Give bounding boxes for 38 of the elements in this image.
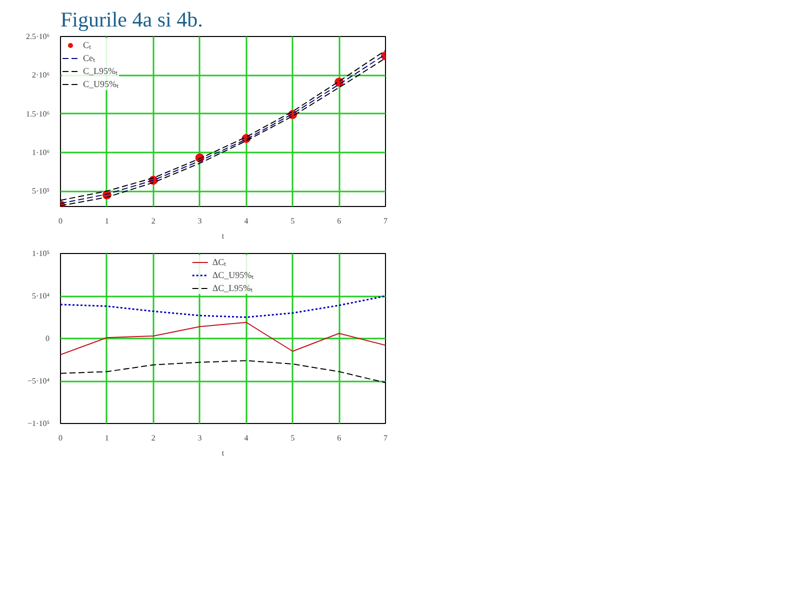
- line-series: [60, 322, 386, 356]
- legend-label: ΔC_U95%ₜ: [212, 269, 254, 281]
- x-axis-title: t: [222, 232, 225, 240]
- legend-label: C_L95%ₜ: [83, 65, 118, 77]
- y-tick-label: 0: [46, 334, 50, 343]
- x-tick-label: 5: [290, 434, 295, 442]
- line-series: [60, 295, 386, 318]
- y-tick-label: 2·10⁶: [32, 70, 50, 80]
- chart-title: Figurile 4a si 4b.: [60, 8, 203, 32]
- x-tick-label: 2: [151, 216, 156, 226]
- legend-label: Ceₜ: [83, 52, 96, 64]
- x-tick-label: 1: [104, 434, 109, 442]
- x-tick-label: 5: [290, 216, 295, 226]
- x-tick-label: 4: [244, 434, 248, 442]
- y-tick-label: 1·10⁶: [32, 148, 50, 157]
- x-tick-label: 6: [337, 434, 342, 442]
- x-tick-label: 4: [244, 216, 248, 226]
- legend-label: ΔCₜ: [212, 256, 228, 268]
- x-tick-label: 1: [104, 216, 109, 226]
- y-tick-label: 5·10⁵: [32, 186, 50, 196]
- y-tick-label: −5·10⁴: [28, 376, 50, 386]
- x-tick-label: 7: [384, 216, 388, 226]
- legend-label: C_U95%ₜ: [83, 78, 118, 90]
- x-tick-label: 0: [58, 434, 62, 442]
- x-tick-label: 0: [58, 216, 62, 226]
- x-tick-label: 6: [337, 216, 342, 226]
- x-axis-title: t: [222, 448, 225, 458]
- x-tick-label: 3: [198, 434, 202, 442]
- x-tick-label: 3: [198, 216, 202, 226]
- x-tick-label: 7: [384, 434, 388, 442]
- y-tick-label: 2.5·10⁶: [26, 32, 50, 41]
- y-tick-label: −1·10⁵: [28, 419, 50, 428]
- y-tick-label: 1·10⁵: [32, 249, 50, 258]
- y-tick-label: 1.5·10⁶: [26, 109, 50, 118]
- legend-label: Cₜ: [83, 39, 92, 51]
- y-tick-label: 5·10⁴: [32, 292, 50, 300]
- x-tick-label: 2: [151, 434, 156, 442]
- legend-label: ΔC_L95%ₜ: [212, 282, 253, 294]
